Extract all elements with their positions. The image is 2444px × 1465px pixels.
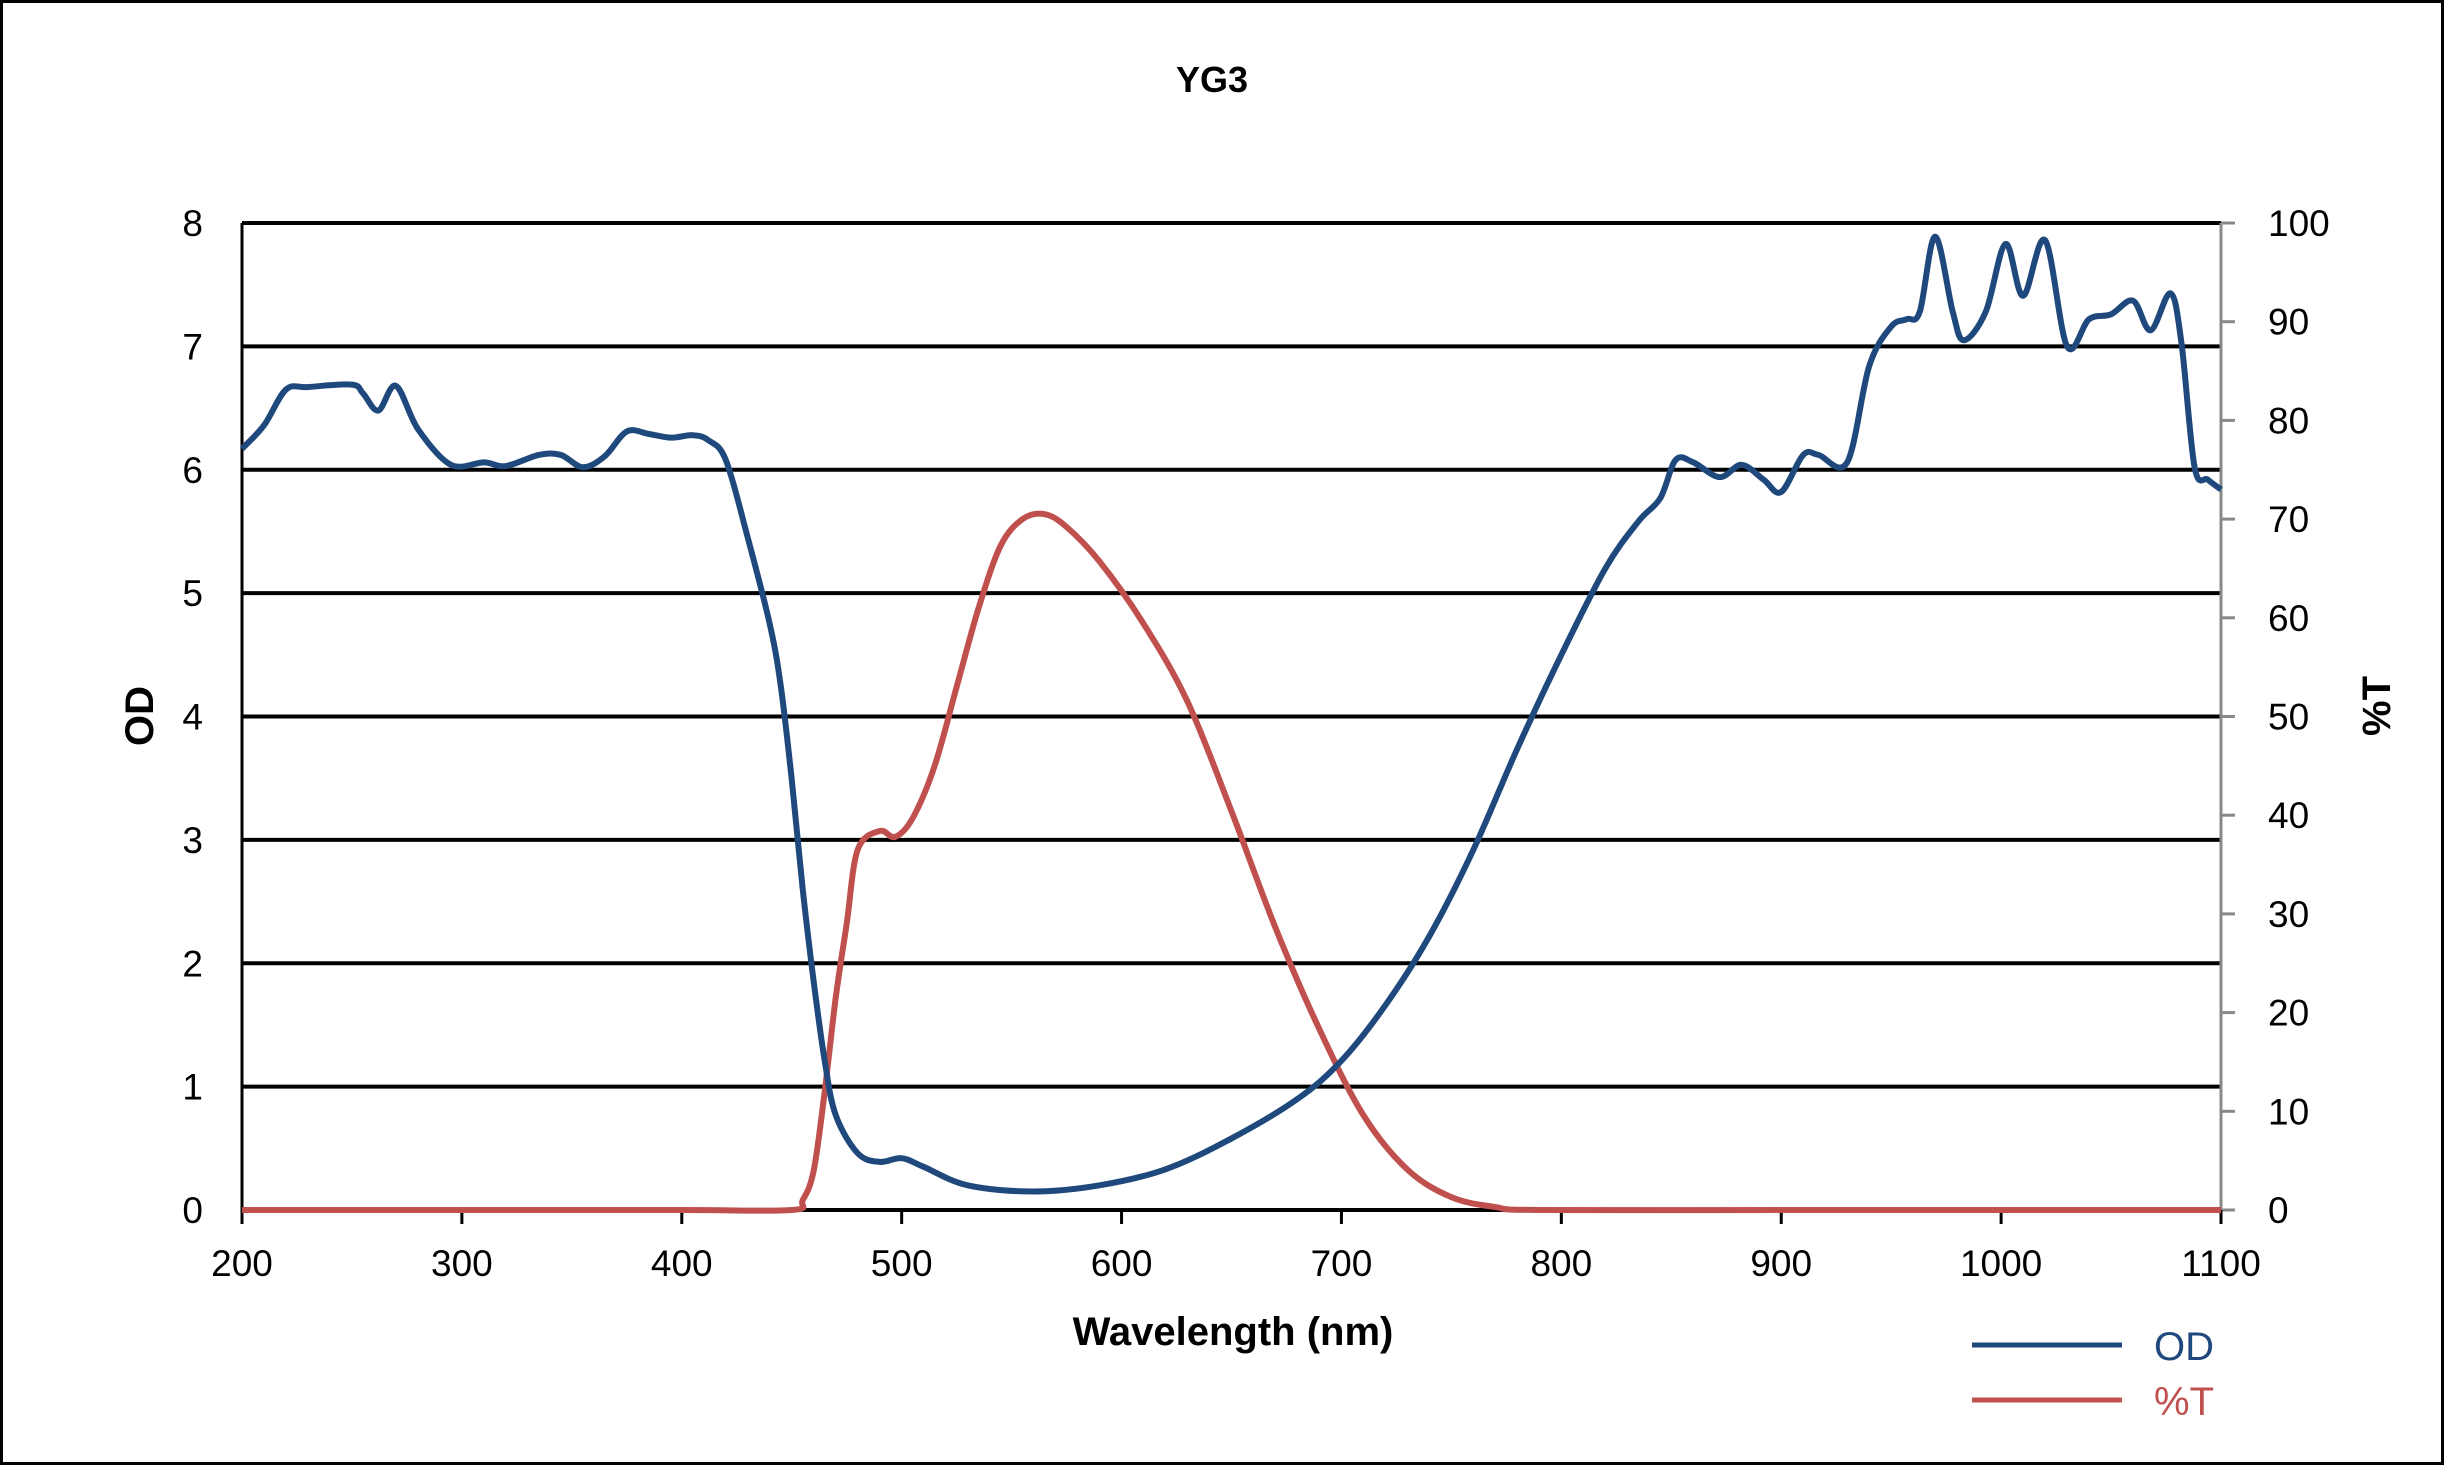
x-tick-label: 500 — [871, 1243, 933, 1284]
x-tick-label: 1100 — [2181, 1243, 2261, 1284]
legend-label-t: %T — [2154, 1380, 2214, 1424]
y-tick-label: 8 — [182, 203, 203, 244]
y2-axis-title: %T — [2355, 676, 2399, 736]
y2-tick-label: 10 — [2268, 1091, 2309, 1132]
y-tick-label: 7 — [182, 326, 203, 367]
y2-tick-label: 30 — [2268, 894, 2309, 935]
y-tick-label: 4 — [182, 697, 203, 738]
y-axis-title: OD — [118, 686, 162, 746]
x-tick-label: 300 — [431, 1243, 493, 1284]
x-tick-label: 800 — [1530, 1243, 1592, 1284]
x-tick-label: 400 — [651, 1243, 713, 1284]
x-tick-label: 900 — [1750, 1243, 1812, 1284]
x-axis-title: Wavelength (nm) — [1073, 1310, 1394, 1354]
gridlines — [242, 221, 2221, 1089]
chart-title: YG3 — [1176, 59, 1248, 100]
series-line-percent-t — [242, 510, 2222, 1214]
series-line-od — [239, 233, 2223, 1195]
y2-tick-label: 70 — [2268, 499, 2309, 540]
y2-tick-label: 50 — [2268, 697, 2309, 738]
y2-tick-label: 80 — [2268, 400, 2309, 441]
y-tick-label: 0 — [182, 1190, 203, 1231]
legend-label-od: OD — [2154, 1325, 2214, 1369]
y-tick-label: 3 — [182, 820, 203, 861]
y2-tick-label: 0 — [2268, 1190, 2289, 1231]
x-tick-label: 200 — [211, 1243, 273, 1284]
y-tick-label: 2 — [182, 943, 203, 984]
x-tick-label: 700 — [1311, 1243, 1373, 1284]
y2-tick-label: 40 — [2268, 795, 2309, 836]
y2-tick-label: 20 — [2268, 993, 2309, 1034]
y2-tick-label: 60 — [2268, 598, 2309, 639]
legend: OD %T — [1972, 1325, 2214, 1424]
y-tick-label: 6 — [182, 450, 203, 491]
y-tick-label: 1 — [182, 1067, 203, 1108]
x-tick-label: 1000 — [1960, 1243, 2042, 1284]
y2-tick-label: 90 — [2268, 302, 2309, 343]
x-tick-label: 600 — [1091, 1243, 1153, 1284]
y-tick-label: 5 — [182, 573, 203, 614]
y2-tick-label: 100 — [2268, 203, 2330, 244]
series-lines — [239, 233, 2223, 1214]
